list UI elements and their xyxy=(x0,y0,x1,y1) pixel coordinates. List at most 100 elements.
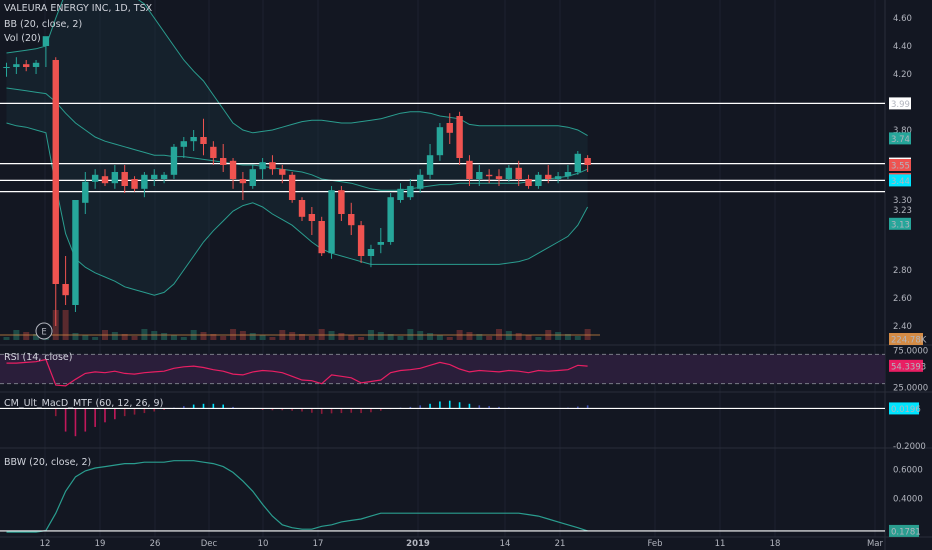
macd-bar xyxy=(360,408,362,414)
volume-bar xyxy=(269,337,276,340)
macd-value-label: 0.0196 xyxy=(891,405,921,415)
macd-bar xyxy=(380,408,382,411)
candle-body xyxy=(476,172,483,179)
volume-bar xyxy=(23,332,30,340)
candle-body xyxy=(456,116,463,158)
macd-bar xyxy=(370,408,372,413)
macd-bar xyxy=(212,403,215,409)
earnings-marker-icon xyxy=(35,322,53,340)
macd-bar xyxy=(301,408,303,412)
bb-line-mid xyxy=(6,87,588,191)
candle-body xyxy=(200,137,207,144)
price-tick-label: 3.80 xyxy=(893,126,912,136)
time-tick-label: 11 xyxy=(715,539,726,549)
volume-bar xyxy=(328,331,335,340)
volume-bar xyxy=(210,334,217,340)
volume-bar xyxy=(121,334,128,340)
candle-body xyxy=(525,179,532,186)
price-tag xyxy=(889,97,911,110)
macd-bar xyxy=(192,404,195,409)
candle-body xyxy=(23,64,30,67)
volume-bar xyxy=(151,331,158,340)
candle-body xyxy=(357,225,365,256)
price-tick-label: 4.40 xyxy=(893,42,912,52)
candle-body xyxy=(466,160,473,179)
price-tag-label: 3.13 xyxy=(891,220,910,230)
macd-bar xyxy=(133,408,136,415)
candle-body xyxy=(495,176,503,179)
price-tag-label: 3.99 xyxy=(891,100,910,110)
time-tick-label: 19 xyxy=(95,539,106,549)
volume-bar xyxy=(466,332,473,340)
price-tick-label: 3.30 xyxy=(893,196,912,206)
candle-body xyxy=(574,153,581,172)
time-tick-label: 18 xyxy=(770,539,781,549)
candle-body xyxy=(397,188,404,200)
candle-body xyxy=(269,162,276,170)
candle-body xyxy=(249,169,256,186)
volume-bar xyxy=(72,333,79,340)
price-tag xyxy=(889,159,911,171)
macd-bar xyxy=(498,406,500,409)
volume-tag-label: 224.78K xyxy=(891,336,927,346)
price-tag xyxy=(889,132,911,145)
macd-bar xyxy=(340,408,343,414)
price-tag xyxy=(889,217,911,230)
macd-value-tag xyxy=(889,402,919,415)
volume-bar xyxy=(555,332,562,340)
macd-bar xyxy=(419,405,421,409)
price-tick-label: 2.60 xyxy=(893,294,912,304)
candle-body xyxy=(52,60,59,284)
price-tag-label: 3.55 xyxy=(891,162,910,172)
bb-legend: BB (20, close, 2) xyxy=(4,19,83,30)
volume-bar xyxy=(239,331,246,340)
price-tick-label: 2.80 xyxy=(893,266,912,276)
candle-body xyxy=(13,64,20,67)
candle-body xyxy=(417,174,424,189)
candle-body xyxy=(160,174,168,179)
volume-bar xyxy=(62,310,69,340)
volume-bar xyxy=(3,337,10,340)
candle-body xyxy=(505,167,513,179)
volume-bar xyxy=(407,329,414,340)
macd-bar xyxy=(54,408,57,417)
price-tag-label: 3.74 xyxy=(891,135,910,145)
macd-bar xyxy=(429,403,431,409)
candle-body xyxy=(279,169,286,175)
candle-body xyxy=(407,186,414,198)
macd-bar xyxy=(350,408,353,413)
time-tick-label: 10 xyxy=(258,539,269,549)
earnings-marker-label: E xyxy=(41,328,46,338)
volume-bar xyxy=(131,336,138,340)
bb-line-upper xyxy=(6,0,588,137)
volume-bar xyxy=(515,333,522,340)
candle-body xyxy=(554,176,562,179)
macd-bar xyxy=(409,406,412,409)
time-tick-label: 17 xyxy=(313,539,324,549)
rsi-tick-label: 25.0000 xyxy=(893,383,928,393)
volume-bar xyxy=(200,332,207,340)
volume-bar xyxy=(180,337,187,340)
time-tick-label: 26 xyxy=(150,539,161,549)
macd-bar xyxy=(478,405,481,409)
volume-bar xyxy=(446,337,453,340)
candle-body xyxy=(446,123,453,133)
macd-bar xyxy=(183,406,185,409)
candle-body xyxy=(72,200,79,305)
candle-body xyxy=(259,162,266,170)
candle-body xyxy=(101,176,109,184)
volume-bar xyxy=(33,334,40,340)
candle-body xyxy=(210,146,217,158)
volume-bar xyxy=(338,333,345,340)
bbw-value-label: 0.1781 xyxy=(891,527,921,537)
candle-body xyxy=(328,190,335,254)
candle-body xyxy=(121,172,128,186)
volume-bar xyxy=(82,335,89,340)
candle-body xyxy=(62,284,69,296)
time-tick-label: Dec xyxy=(201,539,218,549)
macd-bar xyxy=(64,408,67,432)
volume-bar xyxy=(161,333,168,340)
volume-bar xyxy=(259,335,266,340)
time-tick-label: Mar xyxy=(867,539,884,549)
